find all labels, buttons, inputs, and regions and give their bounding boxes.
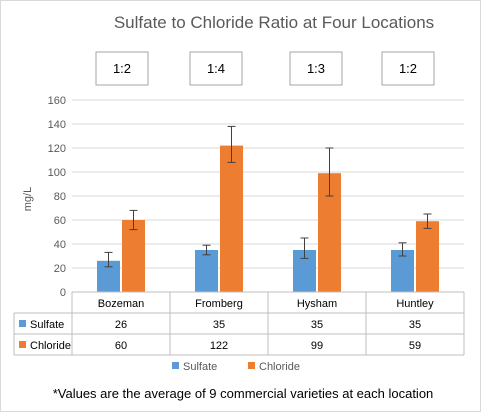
table-cell: 35: [213, 319, 225, 331]
ratio-label: 1:4: [207, 61, 225, 76]
table-cell: 99: [311, 340, 323, 352]
legend-label: Sulfate: [183, 361, 217, 373]
table-cell: 35: [409, 319, 421, 331]
table-cell: 35: [311, 319, 323, 331]
y-tick-label: 0: [60, 287, 66, 299]
bar-sulfate-fromberg: [195, 250, 218, 292]
table-key-swatch: [19, 320, 26, 327]
ratio-boxes: 1:2 1:4 1:3 1:2: [95, 51, 435, 86]
table-cell: 26: [115, 319, 127, 331]
bar-chloride-hysham: [318, 173, 341, 292]
footnote: *Values are the average of 9 commercial …: [53, 386, 434, 401]
y-tick-label: 60: [54, 215, 66, 227]
legend-swatch: [248, 362, 255, 369]
ratio-label: 1:2: [399, 61, 417, 76]
table-cell: 60: [115, 340, 127, 352]
data-table: Bozeman 26 60 Fromberg 35 122 Hysham 35 99 Huntle…: [13, 291, 465, 356]
bar-sulfate-hysham: [293, 250, 316, 292]
legend: Sulfate Chloride: [172, 361, 300, 373]
ratio-box: [381, 51, 435, 86]
bar-chloride-fromberg: [220, 145, 243, 292]
bar-sulfate-bozeman: [97, 260, 120, 292]
bar-chloride-huntley: [416, 221, 439, 292]
y-axis: 0 20 40 60 80 100 120 140 160: [48, 95, 66, 299]
legend-swatch: [172, 362, 179, 369]
ratio-label: 1:3: [307, 61, 325, 76]
y-tick-label: 40: [54, 239, 66, 251]
bar-chloride-bozeman: [122, 220, 145, 292]
y-tick-label: 100: [48, 167, 66, 179]
ratio-box: [289, 51, 343, 86]
table-row-label: Sulfate: [30, 319, 64, 331]
y-tick-label: 80: [54, 191, 66, 203]
bar-sulfate-huntley: [391, 250, 414, 292]
y-tick-label: 20: [54, 263, 66, 275]
chart-title: Sulfate to Chloride Ratio at Four Locati…: [114, 13, 434, 32]
ratio-label: 1:2: [113, 61, 131, 76]
error-bars: [104, 125, 432, 268]
table-cell: 122: [210, 340, 228, 352]
legend-label: Chloride: [259, 361, 300, 373]
ratio-box: [95, 51, 149, 86]
y-axis-label: mg/L: [22, 187, 34, 211]
y-tick-label: 140: [48, 119, 66, 131]
bars: [97, 145, 439, 292]
category-label: Huntley: [396, 298, 434, 310]
y-tick-label: 160: [48, 95, 66, 107]
category-label: Hysham: [297, 298, 337, 310]
y-tick-label: 120: [48, 143, 66, 155]
ratio-box: [189, 51, 243, 86]
table-row-label: Chloride: [30, 340, 71, 352]
table-key-swatch: [19, 341, 26, 348]
category-label: Fromberg: [195, 298, 243, 310]
table-cell: 59: [409, 340, 421, 352]
category-label: Bozeman: [98, 298, 144, 310]
